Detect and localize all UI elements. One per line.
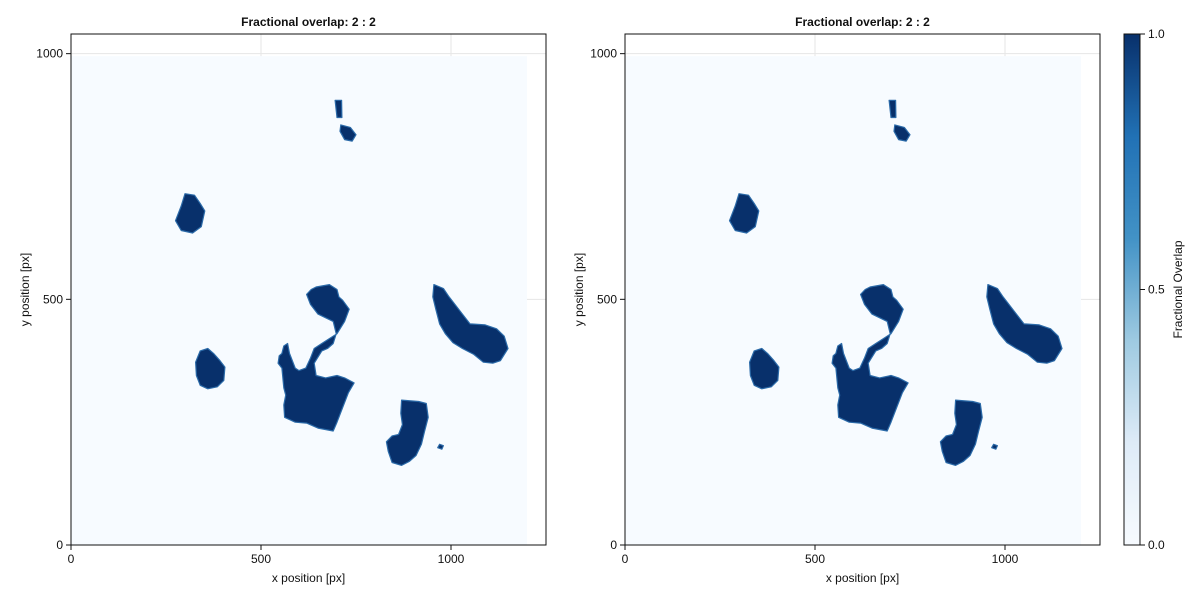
y-axis-label: y position [px] [18, 253, 32, 326]
overlap-region-7 [385, 399, 429, 466]
chart-title: Fractional overlap: 2 : 2 [795, 15, 930, 29]
overlap-region-3 [174, 193, 206, 234]
x-tick-label: 1000 [438, 552, 465, 566]
left-heatmap-panel: 0 500 1000 0 500 1000 Fractional overlap: 2 : … [18, 15, 547, 585]
y-tick-label: 0 [610, 538, 617, 552]
x-tick-label: 500 [805, 552, 825, 566]
colorbar-tick-label: 0.5 [1148, 283, 1165, 297]
axes-frame [624, 33, 1101, 546]
overlap-region-8 [991, 443, 999, 450]
colorbar-tick-label: 0.0 [1148, 538, 1165, 552]
axes-frame [70, 33, 547, 546]
colorbar-tick-label: 1.0 [1148, 27, 1165, 41]
x-tick-label: 0 [622, 552, 629, 566]
overlap-region-5 [432, 284, 509, 364]
heatmap-background [71, 56, 527, 546]
right-heatmap-panel: 0 500 1000 0 500 1000 Fractional overlap: 2 : … [572, 15, 1101, 585]
overlap-region-8 [437, 443, 444, 450]
x-tick-label: 500 [251, 552, 271, 566]
y-tick-label: 500 [43, 292, 63, 306]
overlap-region-2 [893, 124, 911, 142]
overlap-region-6 [195, 347, 226, 390]
colorbar-label: Fractional Overlap [1171, 240, 1185, 338]
x-axis-label: x position [px] [826, 571, 899, 585]
heatmap-background [625, 56, 1081, 546]
y-axis-label: y position [px] [572, 253, 586, 326]
y-tick-label: 1000 [590, 47, 617, 61]
colorbar-gradient [1123, 33, 1141, 546]
y-tick-label: 1000 [36, 47, 63, 61]
overlap-region-3 [728, 193, 760, 234]
overlap-region-1 [334, 99, 343, 119]
x-tick-label: 1000 [992, 552, 1019, 566]
overlap-region-6 [748, 347, 780, 390]
overlap-region-2 [339, 124, 357, 142]
overlap-region-4 [831, 284, 909, 432]
x-axis-label: x position [px] [272, 571, 345, 585]
overlap-region-5 [986, 284, 1063, 364]
y-tick-label: 500 [597, 292, 617, 306]
x-tick-label: 0 [68, 552, 75, 566]
overlap-region-1 [888, 99, 897, 119]
overlap-region-7 [939, 399, 983, 466]
chart-title: Fractional overlap: 2 : 2 [241, 15, 376, 29]
colorbar: 0.0 0.5 1.0 Fractional Overlap [1123, 27, 1185, 552]
y-tick-label: 0 [56, 538, 63, 552]
overlap-region-4 [277, 284, 355, 432]
